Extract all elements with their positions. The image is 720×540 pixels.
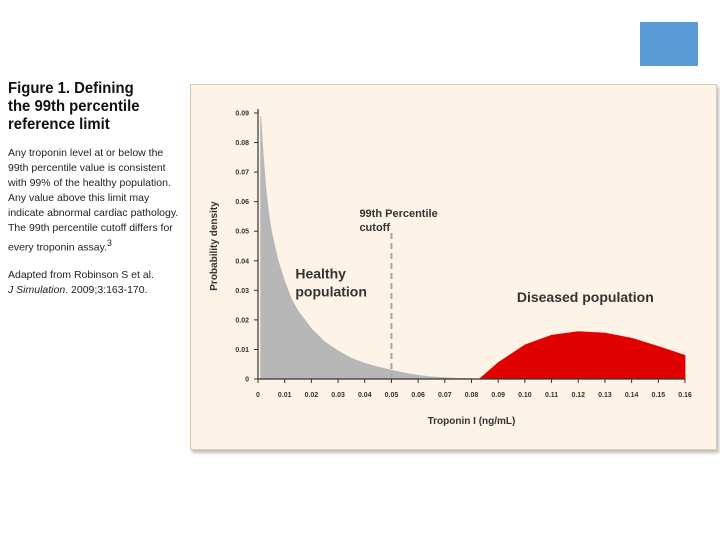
x-tick-label: 0.01 — [278, 392, 292, 399]
diseased-population-area — [479, 331, 686, 380]
x-tick-label: 0.02 — [305, 392, 319, 399]
y-tick-label: 0.08 — [235, 140, 249, 147]
reference-authors: Adapted from Robinson S et al. — [8, 268, 154, 281]
cutoff-label: 99th Percentile cutoff — [359, 208, 437, 234]
x-tick-label: 0.07 — [438, 392, 452, 399]
x-tick-label: 0.04 — [358, 392, 372, 399]
figure-title: Figure 1. Defining the 99th percentile r… — [8, 80, 140, 133]
x-tick-label: 0.15 — [652, 392, 666, 399]
figure-caption: Figure 1. Defining the 99th percentile r… — [8, 80, 186, 298]
reference-details: . 2009;3:163-170. — [65, 283, 148, 296]
x-tick-label: 0.10 — [518, 392, 532, 399]
y-tick-label: 0.07 — [235, 170, 249, 177]
figure-reference: Adapted from Robinson S et al. J Simulati… — [8, 268, 186, 298]
x-tick-label: 0.16 — [678, 392, 692, 399]
y-tick-label: 0.04 — [235, 258, 249, 265]
figure-description-text: Any troponin level at or below the 99th … — [8, 147, 179, 254]
figure-description: Any troponin level at or below the 99th … — [8, 146, 186, 256]
x-tick-label: 0.12 — [571, 392, 585, 399]
y-tick-label: 0.06 — [235, 199, 249, 206]
x-tick-label: 0.08 — [465, 392, 479, 399]
x-tick-label: 0.14 — [625, 392, 639, 399]
reference-journal: J Simulation — [8, 283, 66, 296]
y-tick-label: 0.02 — [235, 317, 249, 324]
x-tick-label: 0.03 — [331, 392, 345, 399]
y-tick-label: 0.09 — [235, 111, 249, 118]
y-tick-label: 0.05 — [235, 229, 249, 236]
x-tick-label: 0.05 — [385, 392, 399, 399]
x-tick-label: 0.13 — [598, 392, 612, 399]
y-axis-label: Probability density — [209, 201, 220, 291]
diseased-population-label: Diseased population — [517, 289, 654, 305]
x-tick-label: 0.09 — [491, 392, 505, 399]
y-tick-label: 0 — [245, 377, 249, 384]
x-tick-label: 0 — [256, 392, 260, 399]
healthy-population-label: Healthy population — [295, 266, 367, 300]
probability-density-chart: 99th Percentile cutoff 0 0.01 0.02 0.03 0.04 0.… — [209, 109, 692, 427]
y-tick-label: 0.01 — [235, 347, 249, 354]
chart-panel: 99th Percentile cutoff 0 0.01 0.02 0.03 0.04 0.… — [190, 84, 717, 450]
footnote-marker: 3 — [107, 238, 112, 248]
x-tick-label: 0.11 — [545, 392, 558, 399]
x-axis-label: Troponin I (ng/mL) — [428, 416, 516, 427]
y-tick-label: 0.03 — [235, 288, 249, 295]
x-tick-label: 0.06 — [411, 392, 425, 399]
healthy-population-area — [260, 115, 472, 380]
accent-square — [640, 22, 698, 66]
